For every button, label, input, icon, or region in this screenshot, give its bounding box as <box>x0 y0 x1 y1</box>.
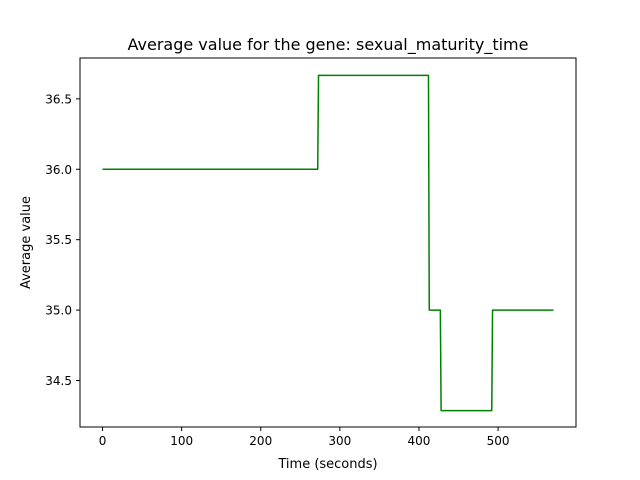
x-tick-label: 200 <box>249 434 272 448</box>
x-axis-label: Time (seconds) <box>277 457 377 472</box>
x-tick-label: 100 <box>170 434 193 448</box>
y-axis: 34.5 35.0 35.5 36.0 36.5 <box>45 92 80 388</box>
y-tick-label: 35.0 <box>45 304 72 318</box>
y-tick-label: 34.5 <box>45 374 72 388</box>
x-axis: 0 100 200 300 400 500 <box>99 427 510 448</box>
y-tick-label: 35.5 <box>45 233 72 247</box>
chart-title: Average value for the gene: sexual_matur… <box>128 35 529 55</box>
x-tick-label: 400 <box>408 434 431 448</box>
series-line <box>102 74 554 412</box>
x-tick-label: 500 <box>487 434 510 448</box>
y-tick-label: 36.0 <box>45 163 72 177</box>
x-tick-label: 300 <box>328 434 351 448</box>
y-tick-label: 36.5 <box>45 92 72 106</box>
y-axis-label: Average value <box>19 196 34 289</box>
x-tick-label: 0 <box>99 434 107 448</box>
plot-area <box>102 74 554 412</box>
axes-frame <box>79 57 577 428</box>
